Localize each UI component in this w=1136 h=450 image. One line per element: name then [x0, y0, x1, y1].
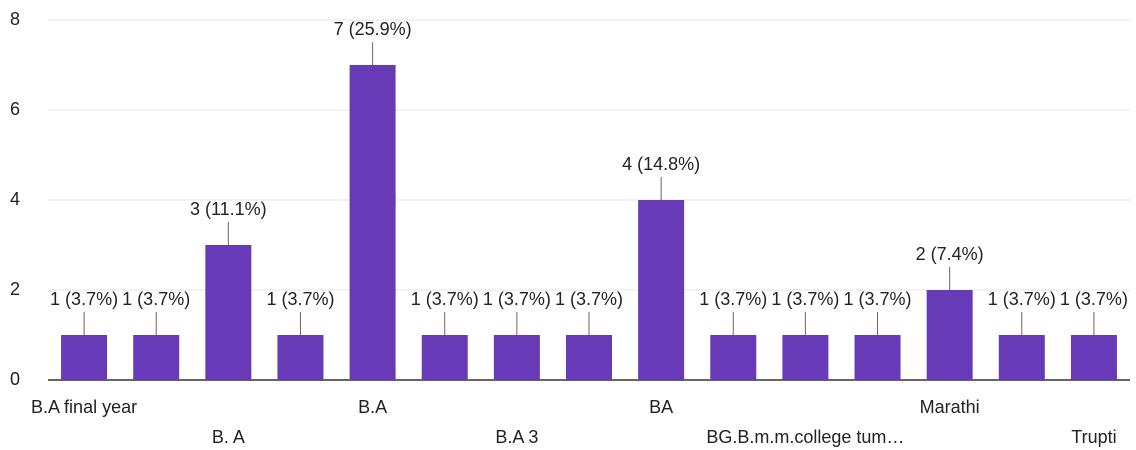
- y-tick-label: 8: [10, 9, 20, 29]
- y-tick-label: 6: [10, 99, 20, 119]
- x-tick-label: B.A 3: [495, 427, 538, 447]
- y-tick-label: 2: [10, 279, 20, 299]
- data-label: 1 (3.7%): [771, 289, 839, 309]
- data-label: 1 (3.7%): [411, 289, 479, 309]
- x-tick-label: B. A: [212, 427, 245, 447]
- data-label: 1 (3.7%): [483, 289, 551, 309]
- y-tick-label: 4: [10, 189, 20, 209]
- x-tick-label: BG.B.m.m.college tum…: [706, 427, 904, 447]
- bar: [349, 65, 396, 380]
- x-tick-label: Trupti: [1071, 427, 1116, 447]
- data-label: 1 (3.7%): [844, 289, 912, 309]
- bar: [133, 335, 180, 380]
- bar: [710, 335, 757, 380]
- bar: [782, 335, 829, 380]
- bar: [1070, 335, 1117, 380]
- x-tick-label: B.A: [358, 397, 387, 417]
- y-tick-label: 0: [10, 369, 20, 389]
- data-label: 7 (25.9%): [334, 19, 412, 39]
- bar: [566, 335, 612, 380]
- bar: [854, 335, 901, 380]
- bar: [926, 290, 973, 380]
- x-tick-label: B.A final year: [31, 397, 137, 417]
- bar: [998, 335, 1045, 380]
- x-tick-label: Marathi: [920, 397, 980, 417]
- data-label: 1 (3.7%): [50, 289, 118, 309]
- bar: [421, 335, 468, 380]
- bar: [61, 335, 108, 380]
- data-label: 4 (14.8%): [622, 154, 700, 174]
- bar: [205, 245, 252, 380]
- data-label: 2 (7.4%): [916, 244, 984, 264]
- bar: [638, 200, 685, 380]
- bar: [493, 335, 540, 380]
- x-tick-label: BA: [649, 397, 673, 417]
- data-label: 1 (3.7%): [555, 289, 623, 309]
- data-label: 1 (3.7%): [988, 289, 1056, 309]
- data-label: 1 (3.7%): [1060, 289, 1128, 309]
- data-label: 1 (3.7%): [122, 289, 190, 309]
- data-label: 3 (11.1%): [190, 199, 267, 219]
- data-label: 1 (3.7%): [699, 289, 767, 309]
- data-label: 1 (3.7%): [266, 289, 334, 309]
- bar: [277, 335, 324, 380]
